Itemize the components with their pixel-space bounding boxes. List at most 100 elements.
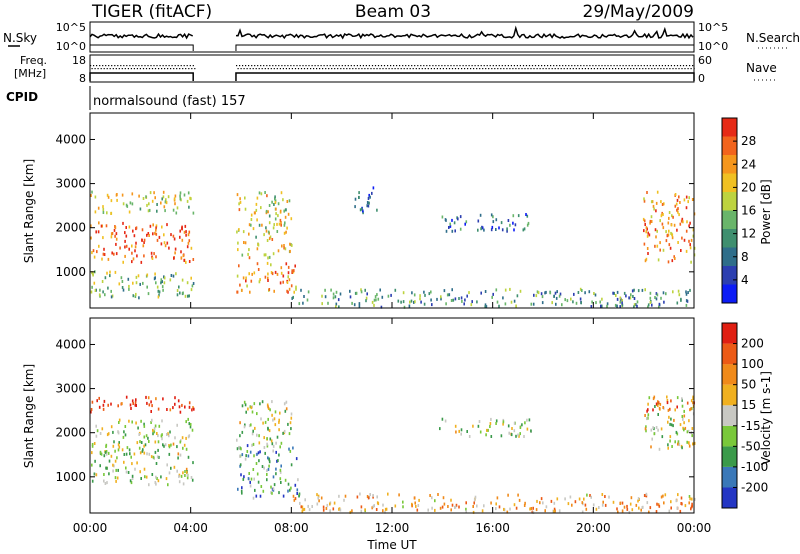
- scatter-cell: [155, 232, 158, 236]
- nave-point: [352, 68, 354, 70]
- scatter-cell: [500, 221, 503, 225]
- nave-point: [323, 65, 325, 67]
- scatter-cell: [257, 268, 260, 271]
- scatter-cell: [631, 289, 634, 293]
- scatter-cell: [190, 197, 192, 201]
- nave-point: [651, 68, 653, 70]
- nave-point: [429, 65, 431, 67]
- scatter-cell: [337, 298, 340, 302]
- scatter-cell: [263, 446, 266, 449]
- scatter-cell: [553, 509, 555, 513]
- nave-point: [136, 68, 138, 70]
- scatter-cell: [147, 436, 149, 440]
- scatter-cell: [651, 200, 654, 204]
- nave-point: [599, 68, 602, 70]
- scatter-cell: [91, 451, 93, 455]
- scatter-cell: [154, 481, 157, 484]
- nave-point: [636, 68, 638, 70]
- nave-point: [640, 65, 642, 67]
- nave-point: [660, 68, 662, 70]
- scatter-cell: [162, 190, 165, 194]
- scatter-cell: [104, 293, 106, 297]
- nave-point: [115, 68, 117, 70]
- scatter-cell: [95, 473, 98, 477]
- scatter-cell: [344, 494, 347, 498]
- scatter-cell: [441, 215, 444, 219]
- scatter-cell: [292, 446, 294, 450]
- scatter-cell: [151, 418, 153, 422]
- scatter-cell: [189, 423, 192, 426]
- scatter-cell: [91, 443, 94, 446]
- nave-point: [527, 68, 529, 70]
- scatter-cell: [496, 300, 499, 304]
- scatter-cell: [490, 501, 492, 505]
- scatter-cell: [375, 298, 377, 302]
- scatter-cell: [644, 427, 647, 431]
- scatter-cell: [186, 281, 189, 285]
- scatter-cell: [150, 421, 152, 424]
- nave-point: [645, 68, 647, 70]
- scatter-cell: [683, 428, 685, 432]
- scatter-cell: [685, 292, 688, 296]
- scatter-cell: [278, 491, 280, 495]
- scatter-cell: [172, 234, 175, 238]
- scatter-cell: [91, 463, 93, 467]
- scatter-cell: [110, 212, 112, 215]
- scatter-cell: [295, 287, 297, 291]
- scatter-cell: [102, 403, 105, 407]
- scatter-cell: [110, 425, 113, 429]
- scatter-cell: [270, 271, 273, 274]
- scatter-cell: [660, 214, 663, 218]
- scatter-cell: [503, 507, 505, 511]
- scatter-cell: [454, 297, 457, 301]
- scatter-cell: [523, 504, 526, 507]
- scatter-cell: [311, 505, 313, 508]
- scatter-cell: [645, 230, 647, 234]
- scatter-cell: [477, 219, 480, 223]
- scatter-cell: [671, 236, 674, 240]
- scatter-cell: [671, 214, 673, 218]
- colorbar-tick-label: -200: [741, 480, 768, 494]
- scatter-cell: [256, 472, 259, 476]
- nave-point: [675, 68, 677, 70]
- nave-point: [138, 65, 140, 67]
- scatter-cell: [131, 202, 134, 206]
- scatter-cell: [621, 303, 624, 307]
- nave-point: [411, 65, 413, 67]
- scatter-cell: [178, 405, 181, 409]
- scatter-cell: [178, 474, 180, 478]
- scatter-cell: [274, 195, 276, 199]
- scatter-cell: [460, 432, 462, 436]
- scatter-cell: [372, 494, 374, 497]
- scatter-cell: [671, 233, 674, 237]
- scatter-cell: [172, 442, 175, 446]
- nave-point: [557, 68, 559, 70]
- scatter-cell: [143, 424, 146, 428]
- scatter-cell: [90, 290, 93, 294]
- scatter-cell: [668, 216, 670, 220]
- scatter-cell: [559, 292, 562, 296]
- scatter-cell: [131, 477, 134, 480]
- scatter-cell: [179, 191, 182, 195]
- scatter-cell: [373, 504, 375, 508]
- scatter-cell: [259, 494, 262, 498]
- scatter-cell: [472, 505, 474, 508]
- scatter-cell: [616, 507, 618, 511]
- scatter-cell: [287, 265, 290, 269]
- scatter-cell: [264, 451, 266, 455]
- scatter-cell: [495, 422, 497, 425]
- nave-point: [94, 68, 96, 70]
- velocity-ylabel: Slant Range [km]: [22, 364, 36, 468]
- scatter-cell: [667, 420, 669, 424]
- scatter-cell: [148, 403, 151, 407]
- scatter-cell: [477, 228, 479, 232]
- scatter-cell: [112, 463, 114, 467]
- scatter-cell: [121, 280, 124, 283]
- scatter-cell: [654, 296, 656, 299]
- nave-point: [364, 68, 366, 70]
- scatter-cell: [653, 432, 656, 436]
- nave-point: [188, 68, 190, 70]
- scatter-cell: [266, 478, 268, 482]
- nave-point: [133, 68, 135, 70]
- scatter-cell: [692, 395, 694, 399]
